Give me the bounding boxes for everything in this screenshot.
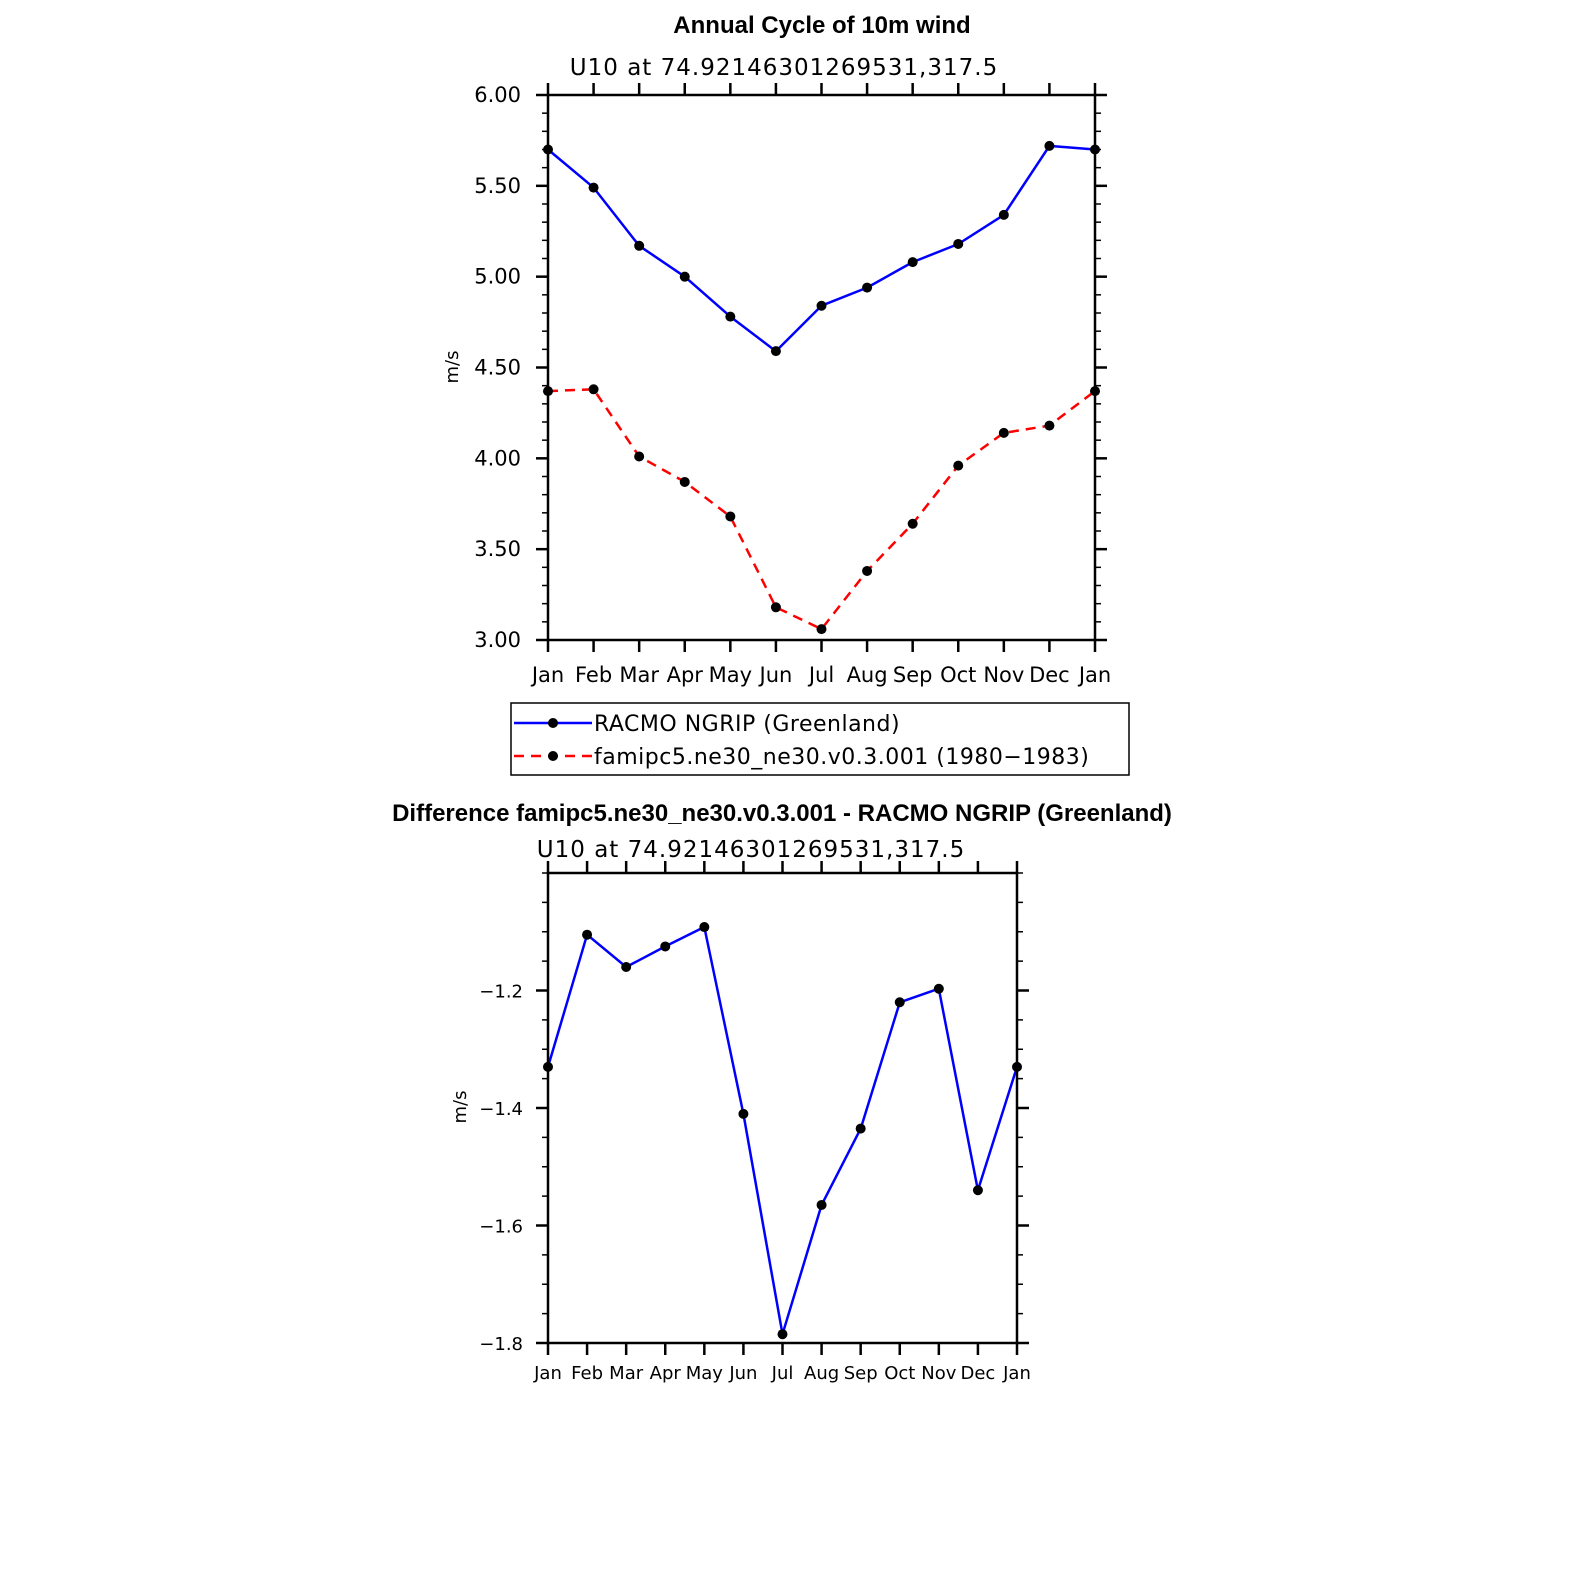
data-point-s1-11 xyxy=(1044,420,1055,431)
x-tick-label-8: Sep xyxy=(844,1363,878,1384)
data-point-s1-4 xyxy=(725,511,736,522)
data-point-s0-5 xyxy=(738,1108,749,1119)
x-tick-label-1: Feb xyxy=(571,1363,603,1384)
legend-box xyxy=(510,702,1130,776)
difference-chart: Difference famipc5.ne30_ne30.v0.3.001 - … xyxy=(392,800,1172,1384)
x-tick-label-10: Nov xyxy=(921,1363,956,1384)
data-point-s0-10 xyxy=(998,209,1009,220)
chart1-ylabel: m/s xyxy=(442,351,463,384)
chart1-plot-frame xyxy=(546,93,1097,642)
series-line-0 xyxy=(546,925,1019,1336)
chart2-ylabel: m/s xyxy=(450,1091,471,1124)
x-tick-label-2: Mar xyxy=(609,1363,644,1384)
y-tick-label-6: 6.00 xyxy=(474,83,521,107)
data-point-s0-2 xyxy=(634,240,645,251)
x-tick-label-4: May xyxy=(686,1363,724,1384)
data-point-s1-3 xyxy=(679,476,690,487)
x-tick-label-12: Jan xyxy=(1077,663,1111,687)
x-tick-label-10: Nov xyxy=(983,663,1024,687)
x-tick-label-5: Jun xyxy=(758,663,793,687)
data-point-s0-8 xyxy=(855,1123,866,1134)
y-tick-label-0: −1.8 xyxy=(479,1334,523,1355)
x-tick-label-7: Aug xyxy=(804,1363,839,1384)
x-tick-label-7: Aug xyxy=(847,663,888,687)
x-tick-label-8: Sep xyxy=(893,663,933,687)
y-tick-label-2: −1.4 xyxy=(479,1099,523,1120)
x-tick-label-6: Jul xyxy=(771,1363,794,1384)
data-point-s0-7 xyxy=(862,282,873,293)
chart2-title: Difference famipc5.ne30_ne30.v0.3.001 - … xyxy=(392,800,1172,827)
y-tick-label-2: 4.00 xyxy=(474,446,521,470)
legend-label-famipc5: famipc5.ne30_ne30.v0.3.001 (1980−1983) xyxy=(594,745,1089,770)
data-point-s0-3 xyxy=(660,941,671,952)
data-point-s0-2 xyxy=(621,962,632,972)
data-point-s1-2 xyxy=(634,451,645,462)
data-point-s0-1 xyxy=(582,929,593,940)
y-tick-label-3: −1.2 xyxy=(479,982,523,1003)
y-tick-label-0: 3.00 xyxy=(474,628,521,652)
series-line-0 xyxy=(547,144,1096,353)
data-point-s0-8 xyxy=(907,257,918,268)
data-point-s1-5 xyxy=(770,602,781,613)
data-point-s0-4 xyxy=(725,311,736,322)
data-point-s0-5 xyxy=(770,346,781,357)
chart2-subtitle: U10 at 74.92146301269531,317.5 xyxy=(537,837,965,863)
x-tick-label-11: Dec xyxy=(1029,663,1070,687)
data-point-s0-3 xyxy=(679,271,690,282)
x-tick-label-1: Feb xyxy=(575,663,612,687)
data-point-s0-11 xyxy=(1044,140,1055,151)
legend-marker-famipc5 xyxy=(548,751,558,761)
y-tick-label-5: 5.50 xyxy=(474,174,521,198)
chart1-title: Annual Cycle of 10m wind xyxy=(673,12,970,39)
y-tick-label-1: 3.50 xyxy=(474,537,521,561)
data-point-s0-7 xyxy=(816,1199,827,1210)
x-tick-label-5: Jun xyxy=(728,1363,757,1384)
y-tick-label-3: 4.50 xyxy=(474,356,521,380)
series-line-1 xyxy=(547,388,1096,631)
y-tick-label-4: 5.00 xyxy=(474,265,521,289)
x-tick-label-2: Mar xyxy=(619,663,659,687)
data-point-s1-10 xyxy=(998,427,1009,438)
data-point-s1-7 xyxy=(862,565,873,576)
x-tick-label-3: Apr xyxy=(667,663,704,687)
chart1-legend: RACMO NGRIP (Greenland) famipc5.ne30_ne3… xyxy=(510,702,1130,776)
data-point-s1-1 xyxy=(588,384,599,395)
data-point-s1-6 xyxy=(816,624,827,635)
data-point-s0-9 xyxy=(953,238,964,249)
legend-marker-racmo xyxy=(548,718,558,728)
data-point-s1-9 xyxy=(953,460,964,471)
x-tick-label-11: Dec xyxy=(960,1363,995,1384)
x-tick-label-4: May xyxy=(709,663,752,687)
x-tick-label-0: Jan xyxy=(533,1363,562,1384)
y-tick-label-1: −1.6 xyxy=(479,1217,523,1238)
annual-cycle-chart: Annual Cycle of 10m wind U10 at 74.92146… xyxy=(442,12,1130,776)
x-tick-label-6: Jul xyxy=(807,663,834,687)
x-tick-label-9: Oct xyxy=(884,1363,915,1384)
x-tick-label-9: Oct xyxy=(940,663,976,687)
legend-label-racmo: RACMO NGRIP (Greenland) xyxy=(594,712,900,737)
data-point-s0-6 xyxy=(777,1329,788,1340)
x-tick-label-3: Apr xyxy=(650,1363,682,1384)
data-point-s0-1 xyxy=(588,182,599,193)
chart1-subtitle: U10 at 74.92146301269531,317.5 xyxy=(570,55,998,81)
data-point-s0-6 xyxy=(816,300,827,311)
chart2-plot-frame xyxy=(546,871,1019,1345)
data-point-s0-10 xyxy=(933,983,944,994)
data-point-s0-11 xyxy=(972,1185,983,1196)
data-point-s0-9 xyxy=(894,997,905,1008)
x-tick-label-12: Jan xyxy=(1002,1363,1031,1384)
x-tick-label-0: Jan xyxy=(530,663,564,687)
data-point-s0-4 xyxy=(699,922,710,933)
data-point-s1-8 xyxy=(907,518,918,529)
